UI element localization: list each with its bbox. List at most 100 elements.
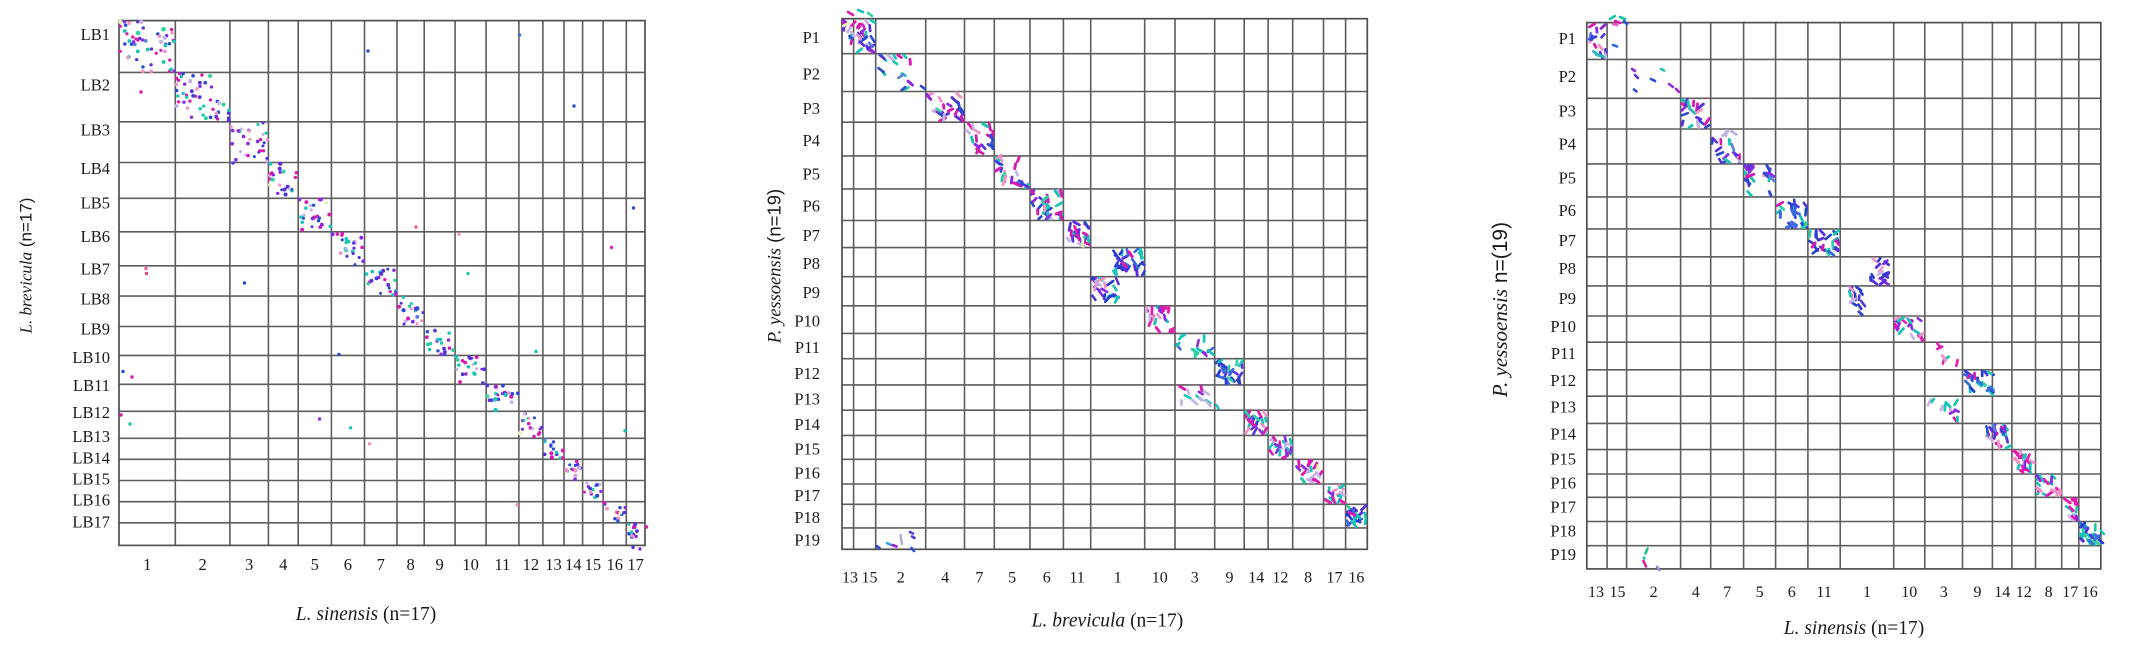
svg-text:9: 9 [1226, 570, 1234, 587]
svg-text:13: 13 [545, 555, 562, 574]
svg-text:P1: P1 [1559, 29, 1576, 48]
svg-text:P1: P1 [803, 28, 820, 47]
svg-text:P12: P12 [1550, 371, 1576, 390]
svg-text:LB17: LB17 [72, 513, 110, 532]
svg-text:P9: P9 [803, 283, 820, 302]
svg-text:LB10: LB10 [72, 348, 110, 367]
svg-text:6: 6 [1043, 570, 1051, 587]
svg-text:4: 4 [279, 555, 287, 574]
svg-text:10: 10 [462, 555, 479, 574]
svg-text:16: 16 [2082, 584, 2098, 601]
svg-text:P10: P10 [794, 312, 820, 331]
svg-text:11: 11 [495, 555, 511, 574]
svg-text:14: 14 [565, 555, 582, 574]
svg-text:P7: P7 [803, 226, 820, 245]
svg-text:2: 2 [897, 570, 905, 587]
svg-text:L. brevicula (n=17): L. brevicula (n=17) [17, 198, 36, 335]
svg-text:15: 15 [862, 570, 878, 587]
svg-text:2: 2 [198, 555, 206, 574]
svg-text:4: 4 [1692, 584, 1700, 601]
svg-text:6: 6 [344, 555, 352, 574]
svg-text:10: 10 [1152, 570, 1168, 587]
svg-text:P15: P15 [794, 439, 820, 458]
svg-text:8: 8 [1304, 570, 1312, 587]
svg-text:P17: P17 [1550, 497, 1576, 516]
svg-text:LB4: LB4 [81, 159, 110, 178]
svg-text:LB11: LB11 [73, 376, 110, 395]
svg-text:P7: P7 [1559, 231, 1576, 250]
svg-text:13: 13 [1588, 584, 1604, 601]
svg-text:LB9: LB9 [81, 319, 110, 338]
svg-text:12: 12 [2016, 584, 2032, 601]
svg-text:5: 5 [1008, 570, 1016, 587]
svg-text:1: 1 [1114, 570, 1122, 587]
svg-text:P3: P3 [803, 99, 820, 118]
svg-text:LB13: LB13 [72, 427, 110, 446]
svg-text:P13: P13 [1550, 398, 1576, 417]
svg-text:LB15: LB15 [72, 470, 110, 489]
svg-text:16: 16 [1348, 570, 1364, 587]
svg-text:2: 2 [1650, 584, 1658, 601]
svg-text:LB12: LB12 [72, 403, 110, 422]
svg-text:LB7: LB7 [81, 259, 110, 278]
svg-text:P16: P16 [794, 464, 820, 483]
svg-text:LB1: LB1 [81, 25, 110, 44]
svg-text:1: 1 [143, 555, 151, 574]
svg-text:15: 15 [585, 555, 602, 574]
svg-text:L. brevicula (n=17): L. brevicula (n=17) [1031, 611, 1184, 632]
svg-text:4: 4 [941, 570, 949, 587]
svg-text:P12: P12 [794, 364, 820, 383]
svg-text:P13: P13 [794, 390, 820, 409]
svg-text:11: 11 [1816, 584, 1831, 601]
svg-text:LB8: LB8 [81, 290, 110, 309]
svg-text:12: 12 [1272, 570, 1288, 587]
svg-text:5: 5 [311, 555, 319, 574]
svg-text:P5: P5 [803, 164, 820, 183]
svg-text:P8: P8 [803, 254, 820, 273]
svg-text:8: 8 [406, 555, 414, 574]
svg-text:P19: P19 [1550, 545, 1576, 564]
svg-text:16: 16 [606, 555, 623, 574]
svg-text:11: 11 [1069, 570, 1084, 587]
svg-text:15: 15 [1610, 584, 1626, 601]
svg-text:LB3: LB3 [81, 121, 110, 140]
svg-text:P. yessoensis n=(19): P. yessoensis n=(19) [1488, 222, 1512, 398]
svg-text:LB5: LB5 [81, 194, 110, 213]
svg-text:LB14: LB14 [72, 448, 110, 467]
svg-text:L. sinensis (n=17): L. sinensis (n=17) [295, 604, 436, 625]
svg-text:1: 1 [1863, 584, 1871, 601]
svg-text:P9: P9 [1559, 289, 1576, 308]
svg-text:P14: P14 [794, 415, 820, 434]
svg-text:P17: P17 [794, 486, 820, 505]
svg-text:P2: P2 [1559, 67, 1576, 86]
svg-text:P18: P18 [794, 508, 820, 527]
svg-text:7: 7 [1723, 584, 1731, 601]
svg-text:5: 5 [1756, 584, 1764, 601]
svg-text:17: 17 [2062, 584, 2078, 601]
svg-text:10: 10 [1901, 584, 1917, 601]
svg-text:P2: P2 [803, 65, 820, 84]
svg-text:LB2: LB2 [81, 76, 110, 95]
svg-text:3: 3 [1940, 584, 1948, 601]
svg-text:8: 8 [2045, 584, 2053, 601]
svg-text:P4: P4 [803, 131, 820, 150]
svg-text:9: 9 [435, 555, 443, 574]
svg-text:14: 14 [1248, 570, 1264, 587]
svg-text:14: 14 [1994, 584, 2010, 601]
svg-text:17: 17 [627, 555, 644, 574]
svg-text:P6: P6 [1559, 201, 1576, 220]
svg-text:3: 3 [245, 555, 253, 574]
svg-text:P4: P4 [1559, 134, 1576, 153]
svg-text:13: 13 [842, 570, 858, 587]
svg-text:P18: P18 [1550, 522, 1576, 541]
svg-text:L. sinensis (n=17): L. sinensis (n=17) [1783, 618, 1924, 639]
svg-text:P5: P5 [1559, 168, 1576, 187]
svg-text:9: 9 [1974, 584, 1982, 601]
svg-text:7: 7 [377, 555, 385, 574]
svg-text:6: 6 [1788, 584, 1796, 601]
svg-text:3: 3 [1191, 570, 1199, 587]
svg-text:P19: P19 [794, 531, 820, 550]
svg-text:12: 12 [523, 555, 540, 574]
svg-text:LB6: LB6 [81, 227, 110, 246]
svg-text:P11: P11 [795, 338, 820, 357]
